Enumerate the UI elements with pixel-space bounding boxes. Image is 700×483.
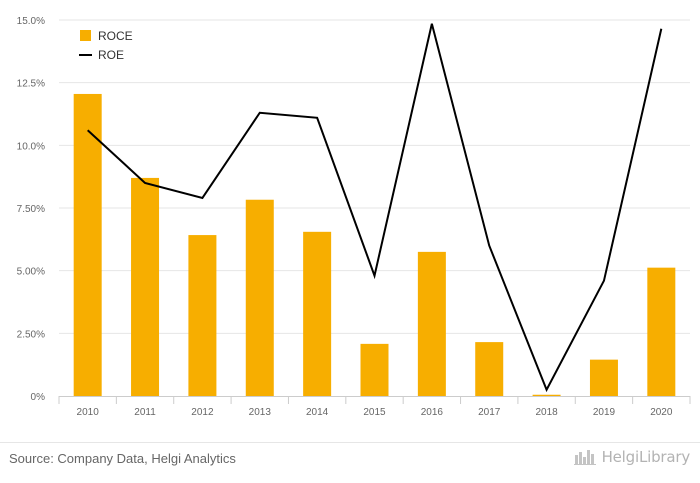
x-tick-label: 2012	[191, 407, 214, 418]
roce-bar	[131, 177, 160, 396]
logo-text: HelgiLibrary	[601, 448, 691, 466]
y-tick-label: 12.5%	[17, 79, 45, 90]
x-tick-label: 2016	[421, 407, 444, 418]
roce-bar	[303, 231, 332, 396]
roce-bar	[417, 251, 446, 396]
y-tick-label: 15.0%	[17, 16, 45, 27]
roce-bar	[589, 359, 618, 396]
roce-bar	[475, 342, 504, 396]
x-tick-label: 2019	[593, 407, 616, 418]
roce-bars	[73, 93, 676, 397]
helgi-library-logo[interactable]: HelgiLibrary	[573, 448, 691, 466]
legend-label-roce: ROCE	[98, 29, 133, 43]
roce-bar	[73, 93, 102, 397]
legend-swatch-roce	[80, 30, 91, 41]
library-logo-icon	[573, 450, 596, 465]
x-axis: 2010 2011 2012 2013 2014 2015 2016 2017 2018 2019…	[58, 396, 691, 418]
roce-bar	[245, 199, 274, 396]
roce-bar	[647, 267, 676, 396]
y-tick-label: 5.00%	[17, 267, 45, 278]
combo-chart: 0%2.50%5.00%7.50%10.0%12.5%15.0% 2010 201…	[17, 16, 691, 418]
x-tick-label: 2015	[363, 407, 386, 418]
x-tick-label: 2017	[478, 407, 501, 418]
y-tick-label: 10.0%	[17, 141, 45, 152]
y-tick-label: 0%	[31, 392, 46, 403]
y-axis-tick-labels: 0% 2.50% 5.00% 7.50% 10.0% 12.5% 15.0%	[17, 16, 45, 403]
roce-bar	[532, 394, 561, 396]
x-tick-label: 2013	[249, 407, 272, 418]
footer-divider	[0, 442, 700, 443]
roce-bar	[188, 235, 217, 396]
x-tick-label: 2018	[535, 407, 558, 418]
x-tick-label: 2020	[650, 407, 673, 418]
y-tick-label: 7.50%	[17, 204, 45, 215]
roce-bar	[360, 343, 389, 396]
source-note: Source: Company Data, Helgi Analytics	[9, 451, 236, 466]
legend-label-roe: ROE	[98, 48, 124, 62]
roe-line	[87, 23, 663, 393]
x-tick-label: 2010	[77, 407, 100, 418]
y-tick-label: 2.50%	[17, 329, 45, 340]
legend: ROCE ROE	[79, 29, 133, 62]
x-tick-label: 2014	[306, 407, 329, 418]
grid-lines	[59, 19, 690, 334]
roe-line-path	[87, 23, 663, 393]
x-tick-label: 2011	[134, 407, 156, 418]
